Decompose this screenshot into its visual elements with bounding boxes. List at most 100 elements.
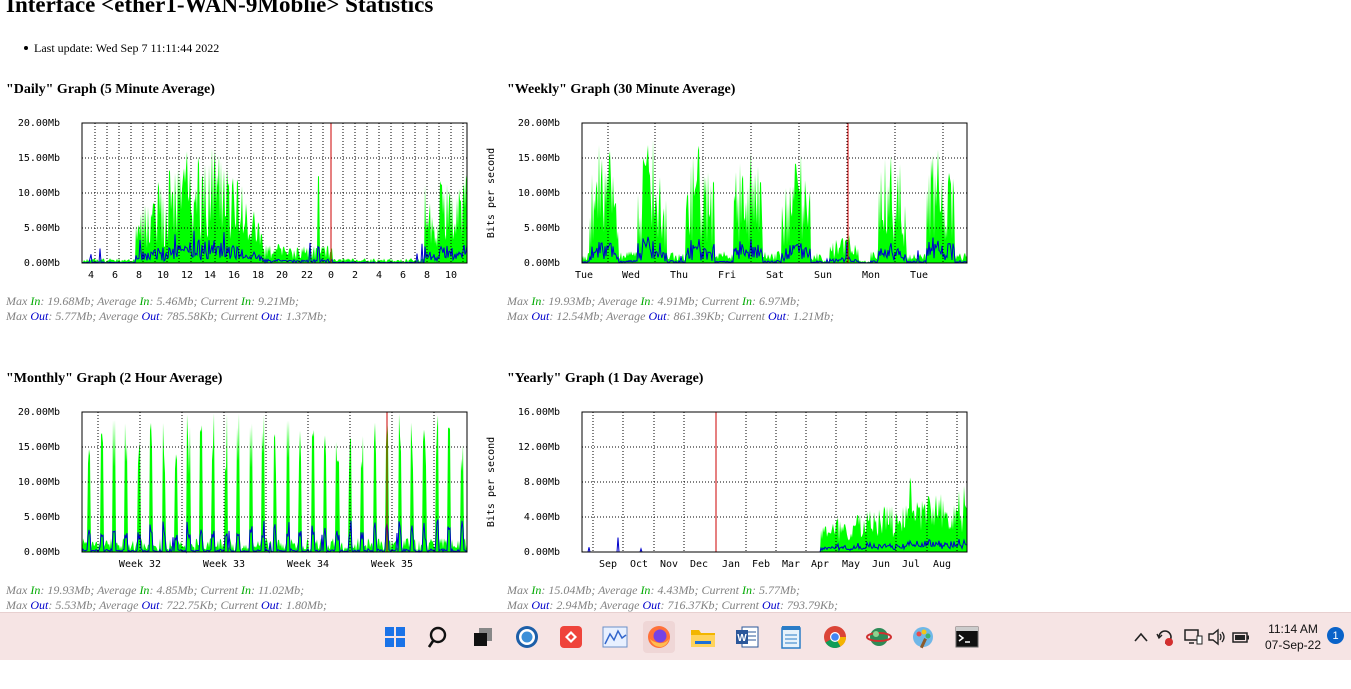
max-in-value: 19.93Mb [47, 583, 91, 597]
svg-text:W: W [737, 633, 747, 644]
x-tick-label: 22 [301, 270, 313, 281]
max-in-label: Max In: [6, 294, 48, 308]
avg-out-value: 861.39Kb [673, 309, 721, 323]
avg-in-value: 5.46Mb [156, 294, 194, 308]
avg-out-label: Average Out: [606, 309, 674, 323]
chevron-up-icon[interactable] [1131, 627, 1151, 647]
notification-badge[interactable]: 1 [1327, 627, 1344, 644]
cur-in-label: Current In: [701, 294, 759, 308]
cur-out-label: Current Out: [727, 309, 794, 323]
x-tick-label: Tue [575, 270, 593, 281]
cur-out-label: Current Out: [721, 598, 788, 612]
y-tick-label: 10.00Mb [18, 477, 60, 488]
avg-out-label: Average Out: [99, 598, 167, 612]
avg-in-label: Average In: [97, 583, 157, 597]
traffic-out-line [81, 519, 468, 554]
y-tick-label: 10.00Mb [18, 188, 60, 199]
stats-out-line: Max Out: 5.53Mb; Average Out: 722.75Kb; … [6, 598, 328, 612]
max-in-value: 15.04Mb [548, 583, 592, 597]
y-tick-label: 0.00Mb [24, 258, 60, 269]
network-icon[interactable] [1183, 627, 1203, 647]
stats-out-line: Max Out: 2.94Mb; Average Out: 716.37Kb; … [507, 598, 839, 612]
max-out-value: 5.77Mb [55, 309, 93, 323]
x-tick-label: 10 [157, 270, 169, 281]
clock-time: 11:14 AM [1268, 622, 1318, 636]
x-tick-label: Week 33 [203, 559, 245, 570]
x-tick-label: Tue [910, 270, 928, 281]
traffic-in-area [82, 147, 467, 263]
chrome-icon[interactable] [819, 621, 851, 653]
weekly-stats: Max In: 19.93Mb; Average In: 4.91Mb; Cur… [507, 294, 834, 324]
x-tick-label: Week 32 [119, 559, 161, 570]
weekly-graph-title: "Weekly" Graph (30 Minute Average) [507, 82, 736, 97]
y-tick-label: 8.00Mb [524, 477, 560, 488]
monthly-graph: 20.00Mb 15.00Mb 10.00Mb 5.00Mb 0.00Mb Week 32… [18, 407, 468, 570]
y-tick-label: 15.00Mb [18, 442, 60, 453]
anydesk-icon[interactable] [555, 621, 587, 653]
clock-date: 07-Sep-22 [1264, 638, 1322, 652]
cur-in-value: 5.77Mb [759, 583, 796, 597]
x-tick-label: Jun [872, 559, 890, 570]
battery-icon[interactable] [1231, 627, 1251, 647]
x-tick-label: Sat [766, 270, 784, 281]
x-tick-label: 0 [328, 270, 334, 281]
yearly-stats: Max In: 15.04Mb; Average In: 4.43Mb; Cur… [507, 583, 838, 613]
browser-swirl-icon[interactable] [511, 621, 543, 653]
x-tick-label: 4 [88, 270, 94, 281]
y-tick-label: 15.00Mb [518, 153, 560, 164]
x-tick-label: Sep [599, 559, 617, 570]
max-in-label: Max In: [507, 294, 549, 308]
plot-frame [81, 411, 468, 553]
daily-graph-title: "Daily" Graph (5 Minute Average) [6, 82, 215, 97]
daily-stats: Max In: 19.68Mb; Average In: 5.46Mb; Cur… [6, 294, 327, 324]
daily-graph: 20.00Mb 15.00Mb 10.00Mb 5.00Mb 0.00Mb 4 6 8 10 12… [18, 118, 468, 281]
x-tick-label: Mar [782, 559, 800, 570]
search-icon[interactable] [423, 621, 455, 653]
cur-out-label: Current Out: [220, 598, 287, 612]
cur-out-value: 793.79Kb [787, 598, 835, 612]
traffic-in-area [582, 477, 967, 552]
yearly-graph: 16.00Mb 12.00Mb 8.00Mb 4.00Mb 0.00Mb Sep Oct No… [486, 407, 968, 570]
x-tick-label: Jul [902, 559, 920, 570]
clock[interactable]: 11:14 AM 07-Sep-22 [1258, 621, 1328, 653]
avg-in-value: 4.91Mb [657, 294, 695, 308]
y-tick-label: 10.00Mb [518, 188, 560, 199]
avg-out-label: Average Out: [99, 309, 167, 323]
chart-app-icon[interactable] [599, 621, 631, 653]
y-tick-label: 5.00Mb [24, 223, 60, 234]
taskbar: W 11:14 AM 07-Sep-22 [0, 612, 1351, 661]
yearly-graph-title: "Yearly" Graph (1 Day Average) [507, 371, 704, 386]
y-tick-label: 4.00Mb [524, 512, 560, 523]
max-out-label: Max Out: [507, 309, 557, 323]
paint-icon[interactable] [907, 621, 939, 653]
volume-icon[interactable] [1207, 627, 1227, 647]
x-tick-label: 2 [352, 270, 358, 281]
file-explorer-icon[interactable] [687, 621, 719, 653]
cur-out-value: 1.37Mb [286, 309, 324, 323]
notepad-icon[interactable] [775, 621, 807, 653]
x-tick-label: 6 [400, 270, 406, 281]
network-globe-icon[interactable] [863, 621, 895, 653]
avg-in-label: Average In: [598, 583, 658, 597]
firefox-icon[interactable] [643, 621, 675, 653]
cur-in-label: Current In: [701, 583, 759, 597]
avg-in-label: Average In: [97, 294, 157, 308]
y-tick-label: 5.00Mb [24, 512, 60, 523]
stats-in-line: Max In: 19.93Mb; Average In: 4.91Mb; Cur… [507, 294, 800, 308]
max-out-label: Max Out: [6, 309, 56, 323]
sync-alert-icon[interactable] [1155, 627, 1175, 647]
avg-out-value: 716.37Kb [667, 598, 715, 612]
x-tick-label: Week 34 [287, 559, 329, 570]
x-tick-label: May [842, 559, 860, 570]
max-out-value: 5.53Mb [55, 598, 93, 612]
terminal-icon[interactable] [951, 621, 983, 653]
x-tick-label: 16 [228, 270, 240, 281]
x-tick-label: Nov [660, 559, 678, 570]
task-view-icon[interactable] [467, 621, 499, 653]
y-tick-label: 0.00Mb [24, 547, 60, 558]
x-tick-label: 18 [252, 270, 264, 281]
word-icon[interactable]: W [731, 621, 763, 653]
start-icon[interactable] [379, 621, 411, 653]
x-tick-label: Thu [670, 270, 688, 281]
x-tick-label: 8 [424, 270, 430, 281]
